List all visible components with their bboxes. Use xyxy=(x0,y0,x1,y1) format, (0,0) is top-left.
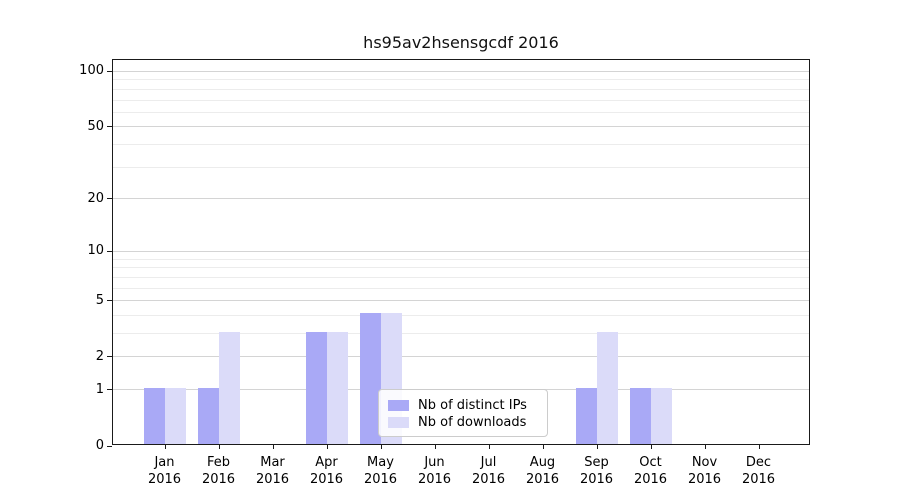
x-tick xyxy=(758,444,760,449)
x-tick-label: Mar 2016 xyxy=(255,455,290,487)
x-tick xyxy=(218,444,220,449)
y-tick-label: 2 xyxy=(95,348,104,364)
legend: Nb of distinct IPs Nb of downloads xyxy=(378,389,548,437)
gridline-major xyxy=(113,198,809,200)
legend-swatch-downloads xyxy=(388,416,409,428)
legend-label-downloads: Nb of downloads xyxy=(418,414,527,430)
bar-distinct-ips-jan xyxy=(143,387,165,444)
y-tick-label: 5 xyxy=(95,292,104,308)
y-tick-label: 20 xyxy=(87,190,104,206)
legend-item-downloads: Nb of downloads xyxy=(388,414,538,430)
gridline-major xyxy=(113,70,809,72)
x-tick xyxy=(650,444,652,449)
y-tick xyxy=(107,126,112,128)
gridline-minor xyxy=(113,258,809,260)
x-tick-label: Feb 2016 xyxy=(201,455,236,487)
gridline-major xyxy=(113,300,809,302)
gridline-minor xyxy=(113,79,809,81)
gridline-major xyxy=(113,356,809,358)
x-tick xyxy=(704,444,706,449)
y-tick-label: 0 xyxy=(95,438,104,453)
x-tick xyxy=(596,444,598,449)
y-tick xyxy=(107,389,112,391)
gridline-minor xyxy=(113,267,809,269)
gridline-minor xyxy=(113,144,809,146)
bar-downloads-oct xyxy=(650,387,672,444)
x-tick xyxy=(488,444,490,449)
bar-distinct-ips-sep xyxy=(575,387,597,444)
bar-downloads-feb xyxy=(218,331,240,444)
x-tick xyxy=(380,444,382,449)
bar-distinct-ips-apr xyxy=(305,331,327,444)
x-tick-label: Oct 2016 xyxy=(633,455,668,487)
gridline-major xyxy=(113,126,809,128)
y-tick xyxy=(107,356,112,358)
gridline-major xyxy=(113,250,809,252)
x-tick xyxy=(164,444,166,449)
bar-distinct-ips-oct xyxy=(629,387,651,444)
x-tick-label: Nov 2016 xyxy=(687,455,722,487)
x-tick xyxy=(272,444,274,449)
gridline-minor xyxy=(113,166,809,168)
gridline-minor xyxy=(113,287,809,289)
y-tick xyxy=(107,250,112,252)
y-tick-label: 100 xyxy=(79,63,104,79)
bar-distinct-ips-may xyxy=(359,313,381,444)
bar-downloads-apr xyxy=(326,331,348,444)
legend-swatch-distinct-ips xyxy=(388,399,409,411)
x-tick xyxy=(542,444,544,449)
x-tick-label: Aug 2016 xyxy=(525,455,560,487)
bar-downloads-sep xyxy=(596,331,618,444)
bar-distinct-ips-feb xyxy=(197,387,219,444)
x-tick-label: Jan 2016 xyxy=(147,455,182,487)
gridline-minor xyxy=(113,314,809,316)
x-tick-label: Sep 2016 xyxy=(579,455,614,487)
gridline-minor xyxy=(113,276,809,278)
y-tick xyxy=(107,198,112,200)
x-tick-label: Jul 2016 xyxy=(471,455,506,487)
bar-downloads-jan xyxy=(164,387,186,444)
y-tick-label: 1 xyxy=(95,381,104,397)
gridline-minor xyxy=(113,332,809,334)
x-tick-label: Apr 2016 xyxy=(309,455,344,487)
x-tick-label: Dec 2016 xyxy=(741,455,776,487)
x-tick xyxy=(434,444,436,449)
gridline-minor xyxy=(113,99,809,101)
gridline-minor xyxy=(113,111,809,113)
legend-item-distinct-ips: Nb of distinct IPs xyxy=(388,397,538,413)
y-tick xyxy=(107,445,112,447)
x-tick xyxy=(326,444,328,449)
x-tick-label: Jun 2016 xyxy=(417,455,452,487)
x-tick-label: May 2016 xyxy=(363,455,398,487)
legend-label-distinct-ips: Nb of distinct IPs xyxy=(418,397,527,413)
y-tick xyxy=(107,70,112,72)
plot-area: 0 1 2 5 10 20 50 100 Jan 2016 Feb 2016 Mar 2016 Apr 20… xyxy=(79,59,810,487)
y-tick-label: 50 xyxy=(87,118,104,134)
y-tick-label: 10 xyxy=(87,243,104,259)
gridline-minor xyxy=(113,88,809,90)
chart-title: hs95av2hsensgcdf 2016 xyxy=(363,33,559,52)
y-tick xyxy=(107,300,112,302)
